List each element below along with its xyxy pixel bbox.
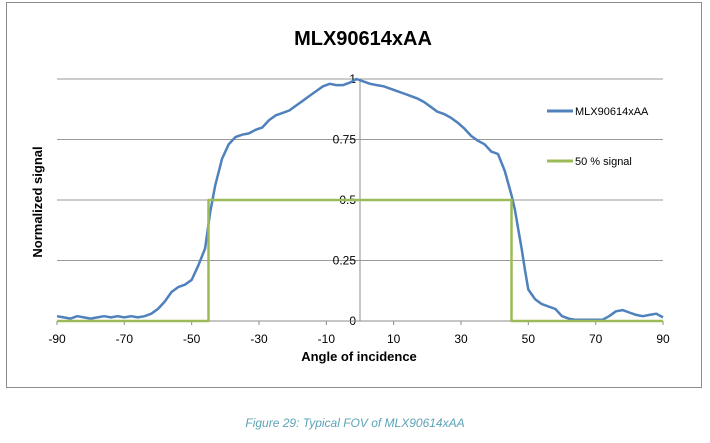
figure-caption: Figure 29: Typical FOV of MLX90614xAA xyxy=(245,416,465,430)
y-tick-label: 1 xyxy=(349,72,356,86)
chart-frame: MLX90614xAA 0 0.25 0.5 0.75 1 -90 -70 -50 -30 -10… xyxy=(6,2,702,388)
series-line xyxy=(57,198,663,323)
x-tick-label: -50 xyxy=(183,332,201,346)
legend: MLX90614xAA 50 % signal xyxy=(547,106,649,168)
x-tick-label: 70 xyxy=(589,332,603,346)
y-axis-label: Normalized signal xyxy=(30,146,45,257)
series-line xyxy=(56,77,664,322)
line-chart: MLX90614xAA 00.250.50.751-90 -70 -50 -30 -10… xyxy=(30,28,670,364)
x-tick-label: -30 xyxy=(250,332,268,346)
x-tick-label: 50 xyxy=(522,332,536,346)
x-tick-label: -90 xyxy=(48,332,66,346)
x-axis-label: Angle of incidence xyxy=(301,349,417,364)
x-tick-label: -70 xyxy=(116,332,134,346)
legend-label: 50 % signal xyxy=(575,156,632,168)
legend-label: MLX90614xAA xyxy=(575,106,649,118)
x-tick-label: 30 xyxy=(454,332,468,346)
chart-title: MLX90614xAA xyxy=(294,28,432,50)
x-tick-label: 90 xyxy=(656,332,670,346)
y-tick-label: 0.25 xyxy=(333,254,357,268)
x-tick-label: 10 xyxy=(387,332,401,346)
series-lines xyxy=(56,77,664,323)
x-tick-label: -10 xyxy=(318,332,336,346)
y-tick-label: 0.75 xyxy=(333,133,357,147)
